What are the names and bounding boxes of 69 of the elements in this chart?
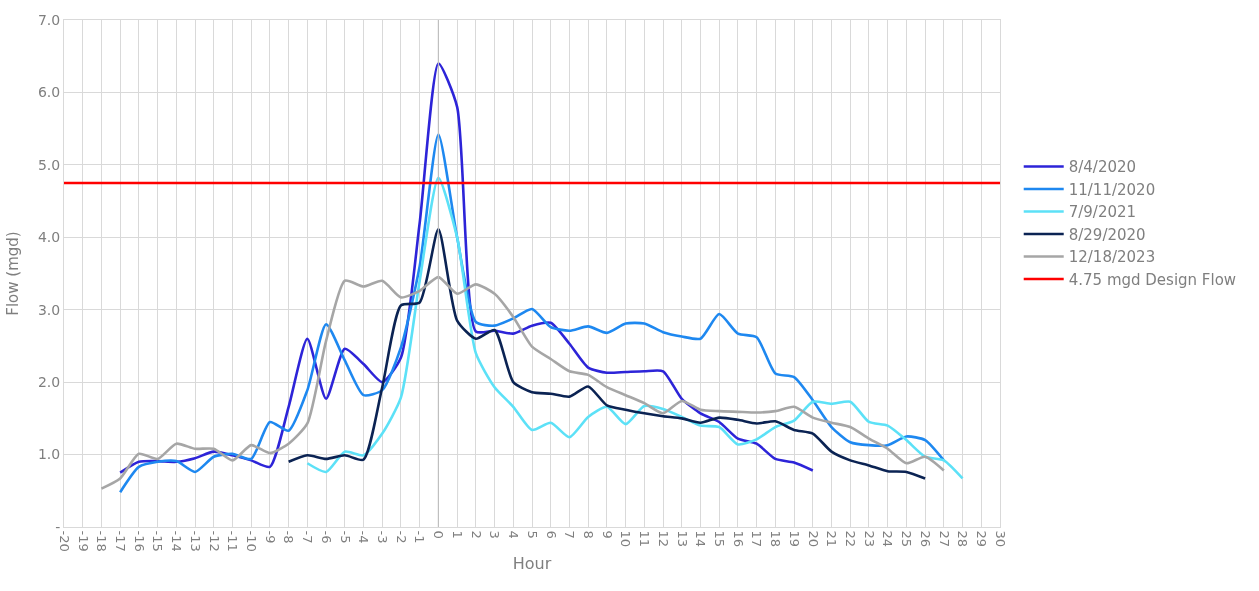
x-tick-label: 19	[786, 530, 802, 548]
x-tick-label: 23	[861, 530, 877, 548]
x-tick-label: 21	[824, 530, 840, 548]
x-tick-label: 16	[730, 530, 746, 548]
x-tick-label: -18	[94, 530, 110, 552]
x-tick-label: -6	[318, 530, 334, 544]
x-tick-label: 2	[468, 530, 484, 539]
legend-label: 7/9/2021	[1068, 203, 1137, 222]
x-axis-title: Hour	[512, 553, 552, 573]
x-tick-label: 22	[843, 530, 859, 548]
x-tick-label: -15	[150, 530, 166, 552]
y-tick-label: 1.0	[37, 446, 61, 463]
x-tick-label: 15	[711, 530, 727, 548]
y-tick-label: 3.0	[37, 301, 61, 318]
legend-label: 4.75 mgd Design Flow	[1068, 270, 1237, 289]
x-tick-label: 28	[955, 530, 971, 548]
x-tick-label: 13	[674, 530, 690, 548]
x-tick-label: 1	[449, 530, 465, 539]
y-tick-label: 6.0	[37, 84, 61, 101]
line-series	[118, 133, 946, 494]
y-axis-title: Flow (mgd)	[4, 231, 23, 316]
x-tick-label: 29	[974, 530, 990, 548]
y-tick-label: 5.0	[37, 156, 61, 173]
x-tick-label: -14	[169, 530, 185, 552]
x-tick-label: 14	[693, 530, 709, 548]
x-tick-label: 30	[992, 530, 1008, 548]
x-tick-label: 3	[487, 530, 503, 539]
legend-label: 12/18/2023	[1068, 248, 1156, 267]
line-series	[306, 176, 964, 480]
x-tick-label: -17	[112, 530, 128, 552]
x-tick-label: 12	[655, 530, 671, 548]
x-tick-label: 17	[749, 530, 765, 548]
line-series	[287, 228, 927, 480]
x-tick-label: -5	[337, 530, 353, 544]
x-tick-label: -2	[393, 530, 409, 544]
legend-label: 8/29/2020	[1068, 225, 1146, 244]
x-tick-label: -3	[375, 530, 391, 544]
x-tick-label: -12	[206, 530, 222, 552]
x-tick-label: -10	[243, 530, 259, 552]
x-tick-label: 10	[618, 530, 634, 548]
x-tick-label: 0	[431, 530, 447, 539]
x-tick-label: 7	[562, 530, 578, 539]
y-tick-label: 7.0	[37, 11, 61, 28]
x-tick-label: -7	[300, 530, 316, 544]
x-tick-label: 4	[506, 530, 522, 539]
x-tick-label: 27	[936, 530, 952, 548]
x-tick-label: -4	[356, 530, 372, 544]
x-tick-label: -13	[187, 530, 203, 552]
x-tick-label: 26	[917, 530, 933, 548]
x-tick-label: 24	[880, 530, 896, 548]
x-tick-label: 18	[768, 530, 784, 548]
x-tick-label: -8	[281, 530, 297, 544]
x-tick-label: -19	[75, 530, 91, 552]
x-tick-label: 11	[637, 530, 653, 548]
x-tick-label: 8	[580, 530, 596, 539]
x-tick-label: 25	[899, 530, 915, 548]
x-tick-label: -16	[131, 530, 147, 552]
x-tick-label: 6	[543, 530, 559, 539]
y-tick-label: 2.0	[37, 374, 61, 391]
line-series	[100, 275, 946, 490]
legend-label: 8/4/2020	[1068, 158, 1137, 177]
legend-label: 11/11/2020	[1068, 180, 1156, 199]
x-tick-label: -1	[412, 530, 428, 544]
x-tick-label: 9	[599, 530, 615, 539]
y-tick-label: 4.0	[37, 229, 61, 246]
x-tick-label: -11	[225, 530, 241, 552]
x-tick-label: 20	[805, 530, 821, 548]
x-tick-label: -9	[262, 530, 278, 544]
x-tick-label: 5	[524, 530, 540, 539]
